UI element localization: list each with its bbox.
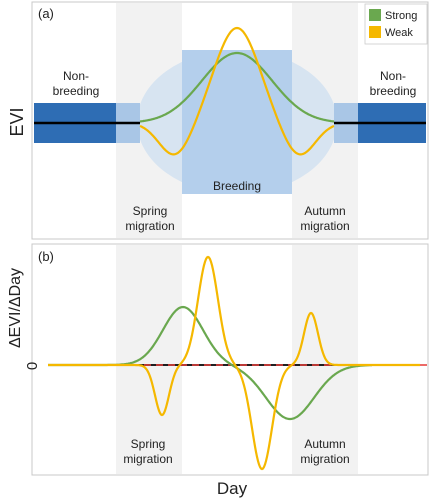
spring-migration-shade-b xyxy=(116,245,182,474)
devi-axis-label: ΔEVI/ΔDay xyxy=(7,268,24,348)
weak-curve-a xyxy=(139,26,335,156)
autumn-migration-a-line2: migration xyxy=(300,219,349,233)
panel-b: (b) ΔEVI/ΔDay 0 Spring migration Autumn … xyxy=(7,243,429,476)
panel-a-tag: (a) xyxy=(38,6,54,21)
strong-curve-a xyxy=(139,51,335,123)
spring-migration-a-line1: Spring xyxy=(133,204,168,218)
zero-label: 0 xyxy=(24,362,41,370)
autumn-migration-b-line1: Autumn xyxy=(304,437,345,451)
legend-label-weak: Weak xyxy=(385,27,413,39)
spring-migration-b-line2: migration xyxy=(123,452,172,466)
nonbreeding-right-line2: breeding xyxy=(370,84,417,98)
legend-label-strong: Strong xyxy=(385,10,417,22)
breeding-rect xyxy=(182,50,292,194)
spring-migration-b-line1: Spring xyxy=(131,437,166,451)
nonbreeding-right-line1: Non- xyxy=(380,69,406,83)
evi-axis-label: EVI xyxy=(7,107,27,136)
nonbreeding-left-line1: Non- xyxy=(63,69,89,83)
weak-curve-b xyxy=(48,255,420,471)
panel-a: (a) EVI Non- breeding Non- breeding Bree… xyxy=(7,1,429,240)
legend-swatch-strong xyxy=(369,9,381,21)
nonbreeding-left-line2: breeding xyxy=(53,84,100,98)
legend-swatch-weak xyxy=(369,26,381,38)
autumn-migration-a-line1: Autumn xyxy=(304,204,345,218)
x-axis-label: Day xyxy=(217,479,248,498)
legend: Strong Weak xyxy=(364,3,428,45)
breeding-label: Breeding xyxy=(213,179,261,193)
spring-migration-a-line2: migration xyxy=(125,219,174,233)
panel-b-tag: (b) xyxy=(38,249,54,264)
autumn-migration-b-line2: migration xyxy=(300,452,349,466)
panel-b-frame xyxy=(31,243,429,476)
